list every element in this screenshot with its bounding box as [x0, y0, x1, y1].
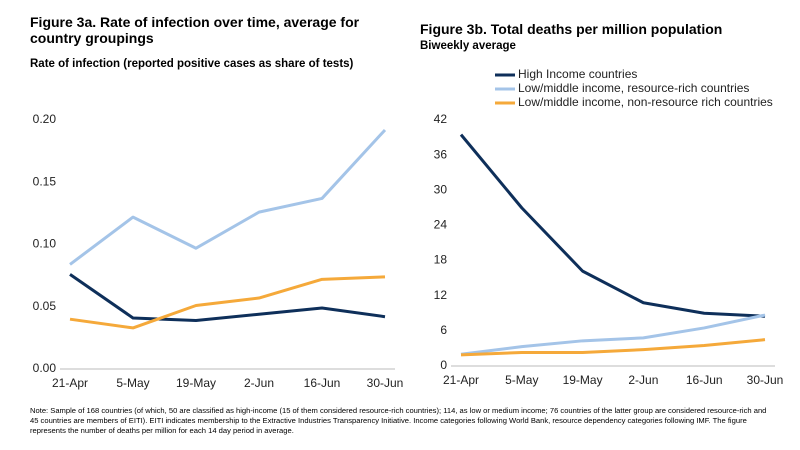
x-tick-label: 16-Jun	[686, 373, 723, 387]
x-tick-label: 19-May	[176, 376, 216, 390]
x-tick-label: 5-May	[505, 373, 538, 387]
x-tick-label: 2-Jun	[244, 376, 274, 390]
y-tick-label: 24	[434, 218, 448, 232]
series-line	[459, 133, 766, 318]
series-line	[69, 273, 386, 322]
series-line	[69, 128, 387, 266]
chart-subtitle: Rate of infection (reported positive cas…	[30, 58, 354, 70]
y-tick-label: 18	[434, 253, 448, 267]
chart-title: Figure 3a. Rate of infection over time, …	[30, 14, 360, 46]
y-tick-label: 12	[434, 288, 448, 302]
y-tick-label: 30	[434, 182, 448, 196]
y-tick-label: 0.15	[33, 174, 57, 188]
chart-title: Figure 3b. Total deaths per million popu…	[420, 21, 723, 37]
y-tick-label: 6	[440, 323, 447, 337]
y-tick-label: 0.20	[33, 112, 57, 126]
x-tick-label: 2-Jun	[628, 373, 658, 387]
x-tick-label: 30-Jun	[747, 373, 784, 387]
x-tick-label: 19-May	[563, 373, 603, 387]
y-tick-label: 0	[440, 358, 447, 372]
x-tick-label: 16-Jun	[304, 376, 341, 390]
series-line	[460, 338, 766, 357]
series-line	[69, 275, 386, 330]
x-tick-label: 30-Jun	[367, 376, 404, 390]
series-line	[460, 313, 766, 356]
y-tick-label: 0.00	[33, 361, 57, 375]
x-tick-label: 21-Apr	[443, 373, 479, 387]
x-tick-label: 21-Apr	[52, 376, 88, 390]
chart-subtitle: Biweekly average	[420, 40, 516, 52]
x-tick-label: 5-May	[116, 376, 149, 390]
y-tick-label: 0.05	[33, 299, 57, 313]
y-tick-label: 36	[434, 147, 448, 161]
y-tick-label: 0.10	[33, 237, 57, 251]
note: Note: Sample of 168 countries (of which,…	[30, 406, 767, 435]
legend-label: Low/middle income, resource-rich countri…	[518, 81, 749, 95]
legend-label: Low/middle income, non-resource rich cou…	[518, 95, 773, 109]
y-tick-label: 42	[434, 112, 448, 126]
legend-label: High Income countries	[518, 67, 637, 81]
